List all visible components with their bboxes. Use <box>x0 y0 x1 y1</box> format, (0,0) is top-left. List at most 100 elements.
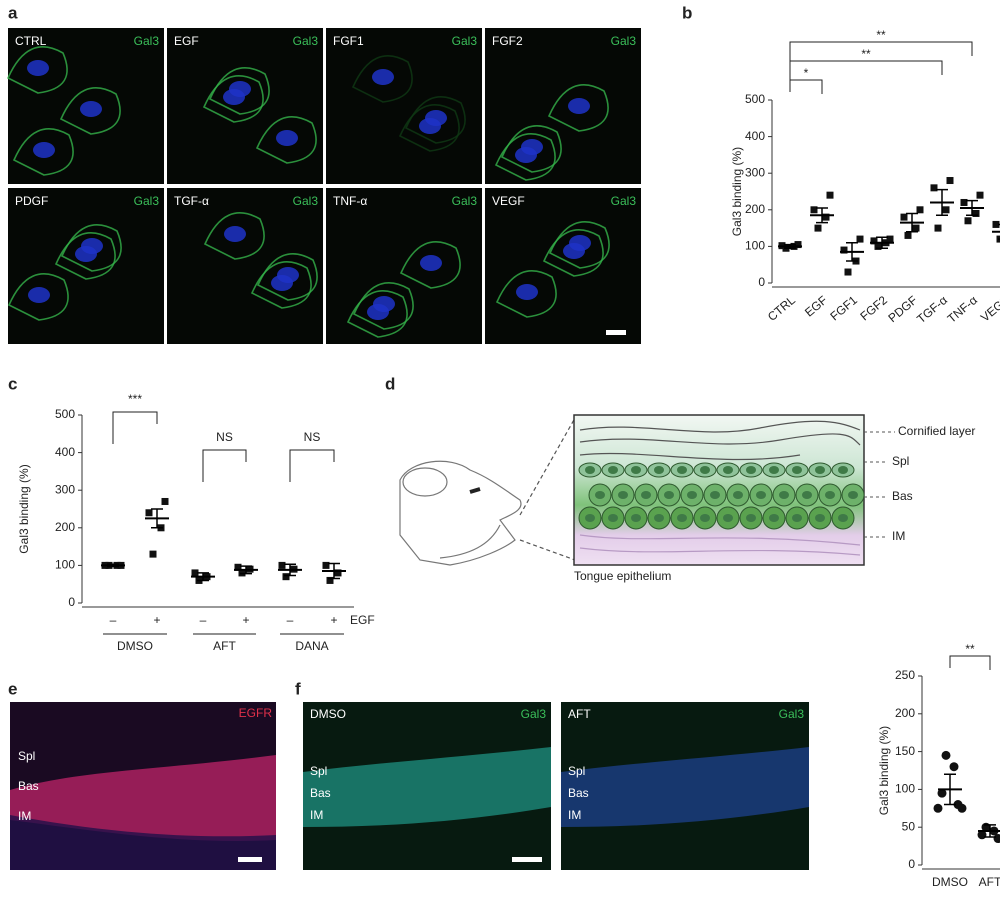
sig-label: * <box>804 66 809 80</box>
sig-label: ** <box>876 28 886 42</box>
image-label: PDGF <box>15 194 48 208</box>
layer-label: Cornified layer <box>898 424 975 438</box>
replicate <box>886 235 894 243</box>
micrograph <box>167 28 323 184</box>
error-bar <box>906 212 918 233</box>
replicate <box>960 198 968 206</box>
error-bar <box>197 572 209 582</box>
x-tick-label: AFT <box>979 875 1000 889</box>
y-tick-label: 200 <box>895 706 915 720</box>
nucleus <box>28 287 50 303</box>
nucleus <box>81 238 103 254</box>
x-tick-label: FGF1 <box>827 293 860 324</box>
layer-label: Bas <box>18 779 39 793</box>
replicate <box>870 237 878 245</box>
nucleus <box>746 514 756 522</box>
nucleus <box>710 491 720 499</box>
y-axis-label: Gal3 binding (%) <box>877 726 891 815</box>
stain-label: Gal3 <box>293 34 319 48</box>
diagram-caption: Tongue epithelium <box>574 569 671 583</box>
nucleus <box>769 514 779 522</box>
sig-bracket <box>112 411 158 444</box>
error-bar <box>984 824 996 838</box>
nucleus <box>568 98 590 114</box>
stain-band <box>10 815 276 870</box>
nucleus <box>276 130 298 146</box>
error-bar <box>240 565 252 575</box>
replicate <box>964 217 972 225</box>
nucleus <box>687 491 697 499</box>
error-bar <box>816 207 828 224</box>
y-tick-label: 0 <box>908 857 915 871</box>
panel-label: f <box>295 679 301 698</box>
nucleus <box>792 466 802 474</box>
sig-label: NS <box>304 430 321 444</box>
sig-bracket <box>789 79 823 94</box>
replicate <box>238 569 246 577</box>
y-tick-label: 100 <box>895 782 915 796</box>
diagram-leaders <box>864 431 895 538</box>
y-tick-label: 50 <box>902 819 916 833</box>
error-bar <box>107 563 119 568</box>
sig-bracket <box>289 449 335 482</box>
replicate <box>794 241 802 249</box>
replicate <box>149 550 157 558</box>
sig-label: *** <box>128 392 142 406</box>
image-label: CTRL <box>15 34 47 48</box>
nucleus <box>700 466 710 474</box>
micrograph <box>485 28 641 184</box>
sig-label: ** <box>861 47 871 61</box>
y-axis-label: Gal3 binding (%) <box>730 147 744 236</box>
replicate <box>814 224 822 232</box>
cell-outline <box>203 212 265 260</box>
x-tick-label: PDGF <box>885 293 920 325</box>
nucleus <box>631 514 641 522</box>
replicate <box>912 224 920 232</box>
layer-label: Spl <box>18 749 35 763</box>
nucleus <box>677 514 687 522</box>
y-tick-label: 500 <box>745 92 765 106</box>
y-tick-label: 200 <box>55 520 75 534</box>
x-tick-label: + <box>153 613 160 627</box>
micrograph <box>8 188 164 344</box>
error-bar <box>936 188 948 217</box>
y-tick-label: 100 <box>55 558 75 572</box>
layer-label: IM <box>18 809 31 823</box>
nucleus <box>585 514 595 522</box>
cell-outline <box>500 125 562 173</box>
replicate <box>904 231 912 239</box>
replicate <box>326 576 334 584</box>
nucleus <box>516 284 538 300</box>
x-tick-label: CTRL <box>765 293 798 324</box>
error-bar <box>328 562 340 580</box>
image-label: AFT <box>568 707 591 721</box>
nucleus <box>848 491 858 499</box>
x-tick-label: – <box>110 613 117 627</box>
x-tick-label: – <box>200 613 207 627</box>
replicate <box>278 561 286 569</box>
panel-label: c <box>8 374 17 393</box>
replicate <box>840 246 848 254</box>
micrograph <box>485 188 641 344</box>
nucleus <box>733 491 743 499</box>
nucleus <box>677 466 687 474</box>
layer-label: Bas <box>892 489 913 503</box>
replicate <box>234 563 242 571</box>
micrograph-group: CTRL Gal3 EGF Gal3 FGF1 Gal3 FGF2 Gal3 PDGF Gal3 T… <box>6 28 641 344</box>
y-tick-label: 400 <box>745 129 765 143</box>
cell-outline <box>351 55 413 103</box>
sig-label: ** <box>965 642 975 656</box>
cell-outline <box>352 282 414 330</box>
nucleus <box>641 491 651 499</box>
replicate <box>942 206 950 214</box>
nucleus <box>723 514 733 522</box>
cell-outline <box>495 270 557 318</box>
sig-bracket <box>789 60 943 92</box>
image-label: DMSO <box>310 707 346 721</box>
error-bar <box>876 236 888 249</box>
nucleus <box>372 69 394 85</box>
layer-label: Spl <box>310 764 327 778</box>
y-tick-label: 400 <box>55 445 75 459</box>
nucleus <box>277 267 299 283</box>
nucleus <box>224 226 246 242</box>
